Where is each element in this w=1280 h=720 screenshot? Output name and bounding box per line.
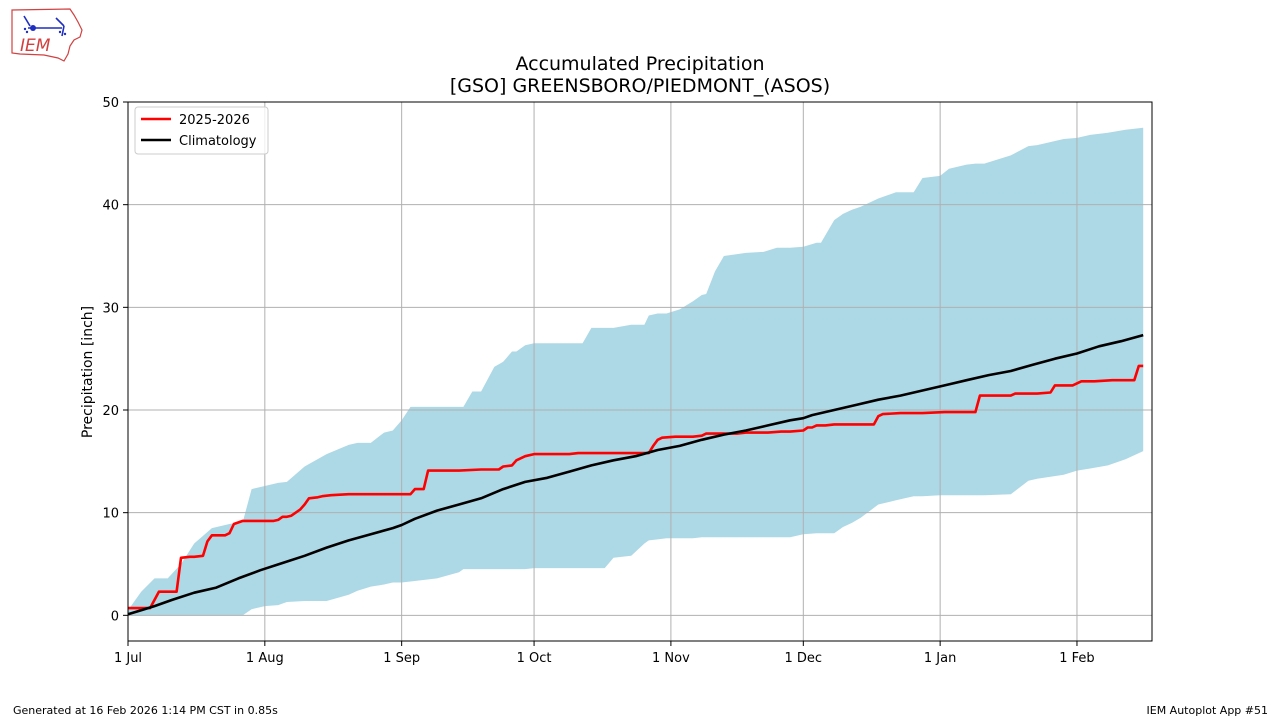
y-tick-label: 10 [102,507,119,522]
x-tick-label: 1 Oct [517,651,552,666]
y-tick-label: 40 [102,199,119,214]
plot-frame [127,101,1153,642]
iem-logo: IEM [11,8,83,62]
svg-text:IEM: IEM [20,36,51,56]
x-tick-label: 1 Jan [924,651,956,666]
y-tick-label: 0 [111,609,119,624]
y-axis-label: Precipitation [inch] [80,306,96,438]
y-tick-label: 30 [102,301,119,316]
chart-subtitle: [GSO] GREENSBORO/PIEDMONT_(ASOS) [450,75,830,97]
x-tick-label: 1 Nov [652,651,690,666]
range-band [128,127,1144,616]
x-tick-label: 1 Jul [114,651,142,666]
x-tick-label: 1 Sep [383,651,420,666]
x-tick-label: 1 Feb [1059,651,1094,666]
chart-title: Accumulated Precipitation [515,53,764,75]
x-tick-label: 1 Dec [785,651,823,666]
app-label: IEM Autoplot App #51 [1146,704,1269,717]
y-tick-label: 50 [102,96,119,111]
x-tick-label: 1 Aug [246,651,284,666]
generated-timestamp: Generated at 16 Feb 2026 1:14 PM CST in … [13,704,278,717]
series-line-2025-2026 [128,364,1144,610]
legend-label: Climatology [179,134,257,149]
legend-label: 2025-2026 [179,113,250,128]
series-line-climatology [127,333,1144,616]
y-tick-label: 20 [102,404,119,419]
